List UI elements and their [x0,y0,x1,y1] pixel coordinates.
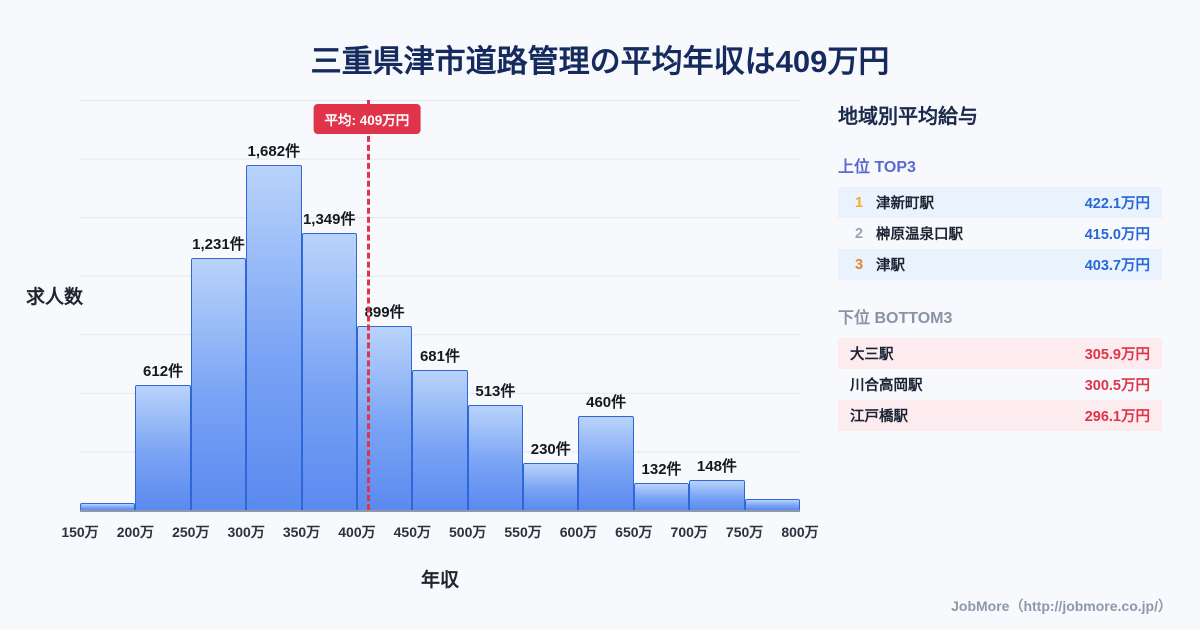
x-tick-label: 200万 [116,524,155,540]
histogram-bar: 612件 [135,100,191,510]
top3-section-label: 上位 TOP3 [838,159,916,176]
bottom3-section-label: 下位 BOTTOM3 [838,310,953,327]
x-tick-label: 750万 [725,524,764,540]
salary-value: 422.1万円 [1084,196,1150,212]
plot-area: 平均: 409万円 612件 1,231件 1,682件 1,349件 899件 681件… [80,100,800,512]
ranking-row: 3 津駅 403.7万円 [838,249,1162,280]
page-title: 三重県津市道路管理の平均年収は409万円 [310,44,890,79]
x-axis-label: 年収 [420,570,459,591]
bar-value-label: 1,231件 [192,235,245,253]
histogram-bar: 1,349件 [301,100,357,510]
bar-value-label: 132件 [641,460,682,478]
x-tick-label: 250万 [172,524,210,540]
rank-badge: 2 [854,225,864,242]
histogram-bar [80,100,136,510]
histogram-bar: 899件 [356,100,413,510]
salary-value: 403.7万円 [1084,258,1150,274]
histogram-bar: 460件 [578,100,634,510]
ranking-row: 大三駅 305.9万円 [838,338,1162,369]
x-tick-label: 700万 [670,524,708,540]
station-name: 大三駅 [850,347,894,363]
bar-value-label: 513件 [475,382,516,400]
ranking-row: 1 津新町駅 422.1万円 [838,187,1162,218]
x-tick-label: 350万 [282,524,321,540]
average-badge: 平均: 409万円 [313,104,421,134]
bar-value-label: 681件 [419,348,460,366]
histogram-bar: 230件 [523,100,579,510]
ranking-row: 江戸橋駅 296.1万円 [838,400,1162,431]
station-name: 津新町駅 [876,196,934,212]
histogram-bar: 132件 [633,100,690,510]
rank-badge: 1 [854,194,864,211]
y-axis-label: 求人数 [26,287,84,308]
histogram-bar [744,100,800,510]
salary-value: 296.1万円 [1084,409,1150,425]
x-tick-label: 500万 [449,524,487,540]
salary-value: 305.9万円 [1084,347,1150,363]
x-tick-label: 150万 [61,524,99,540]
bar-value-label: 148件 [696,457,737,475]
station-name: 榊原温泉口駅 [876,227,963,243]
bar-value-label: 1,349件 [302,211,356,229]
x-tick-label: 450万 [393,524,431,540]
ranking-row: 2 榊原温泉口駅 415.0万円 [838,218,1162,249]
average-line [366,100,370,510]
histogram-bar: 1,682件 [246,100,302,510]
x-tick-label: 650万 [615,524,653,540]
footer-credit: JobMore（http://jobmore.co.jp/） [951,598,1172,614]
station-name: 津駅 [876,258,905,274]
ranking-row: 川合高岡駅 300.5万円 [838,369,1162,400]
bar-value-label: 1,682件 [247,143,301,161]
x-tick-label: 400万 [338,524,376,540]
bar-value-label: 612件 [143,362,184,380]
station-name: 江戸橋駅 [850,409,908,425]
x-axis-ticks: 150万 200万 250万 300万 350万 400万 450万 500万 550万 600万… [61,522,818,542]
x-tick-label: 800万 [781,524,819,540]
regional-salary-panel: 地域別平均給与 上位 TOP3 1 津新町駅 422.1万円 2 榊原温泉口駅 … [838,100,1162,431]
station-name: 川合高岡駅 [850,378,923,394]
histogram-bar: 148件 [689,100,745,510]
x-tick-label: 300万 [227,524,265,540]
histogram-bar: 513件 [467,100,524,510]
x-tick-label: 550万 [504,524,542,540]
salary-value: 300.5万円 [1084,378,1150,394]
bar-value-label: 230件 [530,440,571,458]
salary-value: 415.0万円 [1084,227,1150,243]
histogram-bar: 1,231件 [190,100,247,510]
histogram-bar: 681件 [412,100,468,510]
x-tick-label: 600万 [559,524,598,540]
bar-value-label: 899件 [364,303,405,321]
bottom3-table: 大三駅 305.9万円 川合高岡駅 300.5万円 江戸橋駅 296.1万円 [838,338,1162,431]
rank-badge: 3 [854,256,864,273]
panel-title: 地域別平均給与 [838,106,978,128]
salary-histogram-chart: 平均: 409万円 612件 1,231件 1,682件 1,349件 899件 681件… [80,100,800,512]
bar-value-label: 460件 [586,393,627,411]
top3-table: 1 津新町駅 422.1万円 2 榊原温泉口駅 415.0万円 3 津駅 403… [838,187,1162,280]
